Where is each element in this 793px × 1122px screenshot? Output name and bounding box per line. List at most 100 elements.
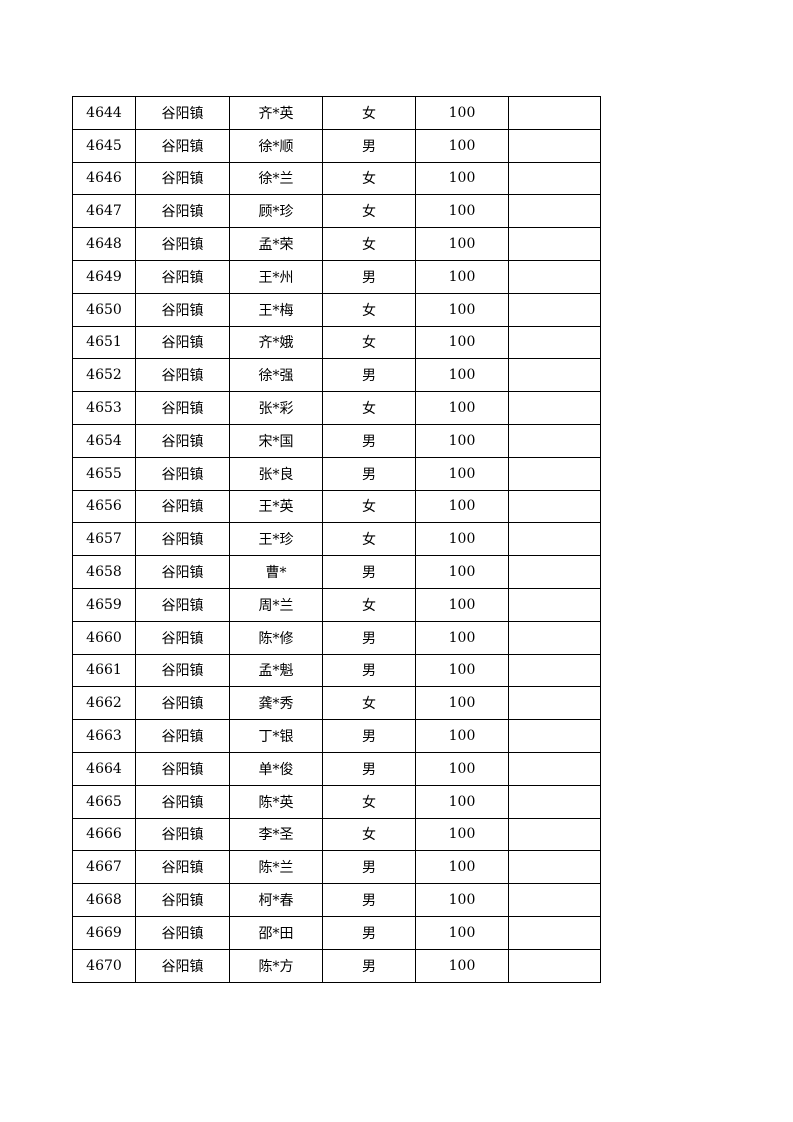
cell-name: 王*英 — [229, 489, 323, 524]
cell-name: 陈*英 — [229, 784, 323, 819]
cell-town: 谷阳镇 — [135, 653, 230, 688]
records-table: 4644 谷阳镇 齐*英女 100 4645 谷阳镇 徐*顺男 100 4646 谷阳镇 徐*兰女 1… — [72, 96, 601, 983]
table-body: 4644 谷阳镇 齐*英女 100 4645 谷阳镇 徐*顺男 100 4646 谷阳镇 徐*兰女 1… — [72, 96, 601, 983]
cell-amount: 100 — [415, 489, 509, 524]
cell-town: 谷阳镇 — [135, 751, 230, 786]
cell-number: 4652 — [72, 358, 136, 393]
cell-number: 4653 — [72, 391, 136, 425]
cell-number: 4656 — [72, 489, 136, 524]
cell-note — [508, 751, 601, 786]
cell-gender: 男 — [322, 751, 416, 786]
cell-number: 4665 — [72, 784, 136, 819]
cell-gender: 男 — [322, 358, 416, 393]
cell-gender: 女 — [322, 194, 416, 229]
cell-note — [508, 325, 601, 360]
table-row: 4648 谷阳镇 孟*荣女 100 — [72, 227, 601, 261]
cell-amount: 100 — [415, 653, 509, 688]
table-row: 4663 谷阳镇 丁*银男 100 — [72, 719, 601, 753]
cell-town: 谷阳镇 — [135, 555, 230, 589]
cell-number: 4669 — [72, 915, 136, 950]
cell-note — [508, 358, 601, 393]
cell-town: 谷阳镇 — [135, 358, 230, 393]
cell-amount: 100 — [415, 96, 509, 130]
cell-amount: 100 — [415, 784, 509, 819]
cell-town: 谷阳镇 — [135, 719, 230, 753]
cell-gender: 男 — [322, 850, 416, 885]
table-row: 4651 谷阳镇 齐*娥女 100 — [72, 325, 601, 360]
cell-number: 4657 — [72, 522, 136, 557]
cell-name: 陈*兰 — [229, 850, 323, 885]
cell-number: 4663 — [72, 719, 136, 753]
cell-amount: 100 — [415, 358, 509, 393]
cell-gender: 女 — [322, 817, 416, 852]
cell-gender: 女 — [322, 292, 416, 327]
cell-gender: 女 — [322, 391, 416, 425]
cell-gender: 男 — [322, 620, 416, 655]
cell-note — [508, 555, 601, 589]
cell-number: 4646 — [72, 161, 136, 196]
cell-number: 4659 — [72, 587, 136, 622]
cell-town: 谷阳镇 — [135, 850, 230, 885]
cell-note — [508, 292, 601, 327]
cell-note — [508, 489, 601, 524]
table-row: 4667 谷阳镇 陈*兰男 100 — [72, 850, 601, 885]
cell-name: 宋*国 — [229, 423, 323, 458]
cell-amount: 100 — [415, 587, 509, 622]
cell-note — [508, 620, 601, 655]
cell-name: 陈*方 — [229, 948, 323, 983]
cell-note — [508, 522, 601, 557]
cell-amount: 100 — [415, 620, 509, 655]
table-row: 4658 谷阳镇 曹* 男 100 — [72, 555, 601, 589]
cell-amount: 100 — [415, 128, 509, 163]
cell-number: 4660 — [72, 620, 136, 655]
table-row: 4646 谷阳镇 徐*兰女 100 — [72, 161, 601, 196]
cell-note — [508, 686, 601, 721]
cell-amount: 100 — [415, 686, 509, 721]
cell-name: 顾*珍 — [229, 194, 323, 229]
table-row: 4659 谷阳镇 周*兰女 100 — [72, 587, 601, 622]
cell-town: 谷阳镇 — [135, 194, 230, 229]
cell-number: 4666 — [72, 817, 136, 852]
cell-name: 李*圣 — [229, 817, 323, 852]
cell-amount: 100 — [415, 719, 509, 753]
cell-name: 孟*魁 — [229, 653, 323, 688]
cell-note — [508, 948, 601, 983]
cell-amount: 100 — [415, 915, 509, 950]
cell-number: 4664 — [72, 751, 136, 786]
cell-gender: 女 — [322, 161, 416, 196]
cell-town: 谷阳镇 — [135, 948, 230, 983]
table-row: 4666 谷阳镇 李*圣女 100 — [72, 817, 601, 852]
cell-name: 邵*田 — [229, 915, 323, 950]
cell-town: 谷阳镇 — [135, 423, 230, 458]
cell-note — [508, 227, 601, 261]
cell-note — [508, 456, 601, 491]
cell-amount: 100 — [415, 325, 509, 360]
table-row: 4665 谷阳镇 陈*英女 100 — [72, 784, 601, 819]
cell-note — [508, 259, 601, 294]
cell-note — [508, 391, 601, 425]
cell-town: 谷阳镇 — [135, 686, 230, 721]
cell-town: 谷阳镇 — [135, 227, 230, 261]
cell-amount: 100 — [415, 948, 509, 983]
cell-number: 4644 — [72, 96, 136, 130]
cell-name: 单*俊 — [229, 751, 323, 786]
cell-name: 徐*顺 — [229, 128, 323, 163]
cell-town: 谷阳镇 — [135, 522, 230, 557]
cell-gender: 女 — [322, 227, 416, 261]
cell-amount: 100 — [415, 194, 509, 229]
cell-gender: 男 — [322, 423, 416, 458]
table-row: 4662 谷阳镇 龚*秀女 100 — [72, 686, 601, 721]
cell-number: 4654 — [72, 423, 136, 458]
table-row: 4654 谷阳镇 宋*国男 100 — [72, 423, 601, 458]
cell-town: 谷阳镇 — [135, 587, 230, 622]
cell-name: 徐*强 — [229, 358, 323, 393]
table-row: 4668 谷阳镇 柯*春男 100 — [72, 883, 601, 917]
cell-note — [508, 653, 601, 688]
table-row: 4661 谷阳镇 孟*魁男 100 — [72, 653, 601, 688]
cell-amount: 100 — [415, 456, 509, 491]
cell-amount: 100 — [415, 522, 509, 557]
cell-name: 周*兰 — [229, 587, 323, 622]
cell-name: 曹* — [229, 555, 323, 589]
cell-number: 4661 — [72, 653, 136, 688]
cell-town: 谷阳镇 — [135, 883, 230, 917]
